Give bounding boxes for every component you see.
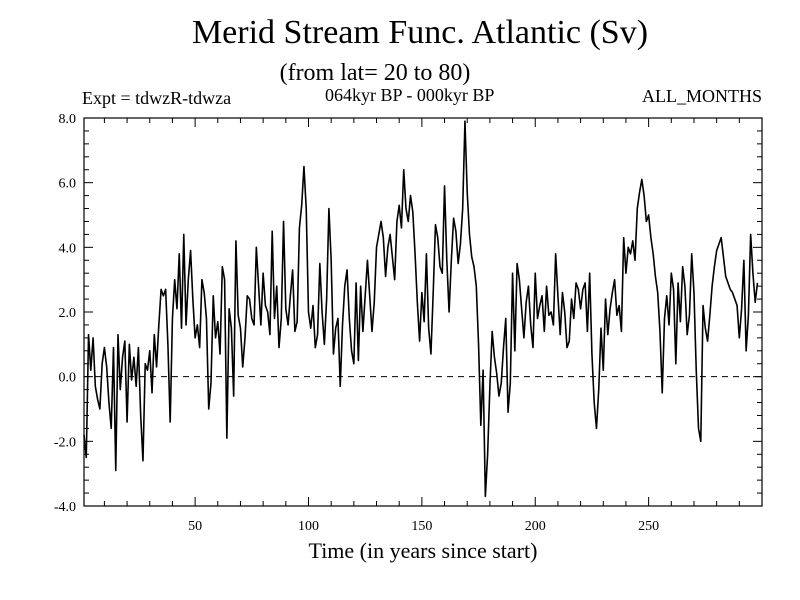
y-tick-label: 2.0	[59, 306, 77, 321]
chart-title: Merid Stream Func. Atlantic (Sv)	[191, 14, 649, 51]
months-label: ALL_MONTHS	[642, 86, 762, 106]
y-tick-label: -4.0	[54, 500, 76, 515]
y-tick-label: 8.0	[59, 112, 77, 127]
chart-subtitle: (from lat= 20 to 80)	[279, 60, 471, 86]
series-line	[83, 120, 759, 498]
y-tick-label: 4.0	[59, 241, 77, 256]
x-tick-label: 150	[411, 519, 432, 534]
x-tick-label: 100	[298, 519, 319, 534]
y-tick-label: -2.0	[54, 435, 76, 450]
tick-labels: 50 100 150 200 250 -4.0 -2.0 0.0 2.0 4.0 6.0 8.0	[54, 112, 659, 534]
x-tick-label: 250	[638, 519, 659, 534]
y-tick-label: 6.0	[59, 177, 77, 192]
axis-ticks	[84, 118, 762, 506]
plot-frame	[83, 117, 763, 507]
period-label: 064kyr BP - 000kyr BP	[325, 85, 495, 105]
x-tick-label: 50	[188, 519, 202, 534]
y-tick-label: 0.0	[59, 371, 77, 386]
experiment-label: Expt = tdwzR-tdwza	[82, 88, 232, 108]
x-axis-label: Time (in years since start)	[308, 538, 538, 563]
x-tick-label: 200	[525, 519, 546, 534]
